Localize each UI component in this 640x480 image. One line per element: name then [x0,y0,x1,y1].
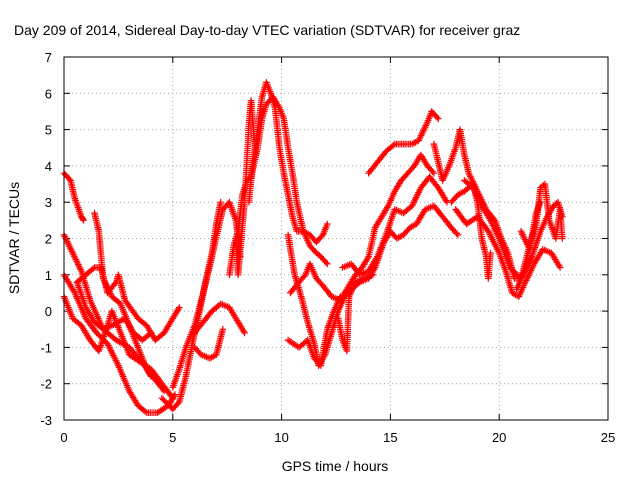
series-markers [284,293,344,369]
y-tick-label: 0 [45,304,52,319]
series-track-19 [339,173,451,279]
x-tick-label: 15 [383,430,397,445]
series-track-14 [232,97,259,279]
series-track-23 [452,206,564,300]
series-track-20 [365,108,442,177]
series-markers [334,271,377,355]
series-markers [245,79,331,246]
x-tick-label: 0 [60,430,67,445]
series-track-17 [284,293,344,369]
y-tick-label: 7 [45,50,52,65]
y-tick-label: -3 [40,413,52,428]
y-tick-label: 1 [45,268,52,283]
series-track-25 [513,198,566,293]
y-axis-label: SDTVAR / TECUs [6,182,22,294]
series-markers [339,173,451,279]
series-track-18 [334,271,377,355]
series-markers [517,198,544,253]
series-markers [232,97,259,279]
x-tick-label: 25 [601,430,615,445]
axis-ticks: 0 5 10 15 20 25 -3 -2 -1 0 1 2 3 4 5 6 7 [40,50,615,445]
y-tick-label: 2 [45,232,52,247]
y-tick-label: -2 [40,377,52,392]
y-tick-label: -1 [40,340,52,355]
data-points [60,79,566,416]
x-axis-label: GPS time / hours [282,458,389,474]
series-track-7 [91,209,155,380]
y-tick-label: 3 [45,195,52,210]
x-tick-label: 5 [169,430,176,445]
plot-frame [63,56,609,421]
series-track-10 [191,300,248,337]
y-tick-label: 4 [45,159,52,174]
series-track-11 [191,325,227,362]
series-markers [191,300,248,337]
series-track-15 [287,151,438,304]
x-tick-label: 10 [274,430,288,445]
series-track-13 [245,79,331,246]
series-markers [365,108,442,177]
chart-title: Day 209 of 2014, Sidereal Day-to-day VTE… [14,22,520,38]
y-tick-label: 6 [45,86,52,101]
series-markers [191,325,227,362]
series-markers [91,209,155,380]
series-markers [513,198,566,293]
series-track-26 [517,198,544,253]
x-tick-label: 20 [492,430,506,445]
series-markers [452,206,564,300]
series-markers [287,151,438,304]
y-tick-label: 5 [45,123,52,138]
